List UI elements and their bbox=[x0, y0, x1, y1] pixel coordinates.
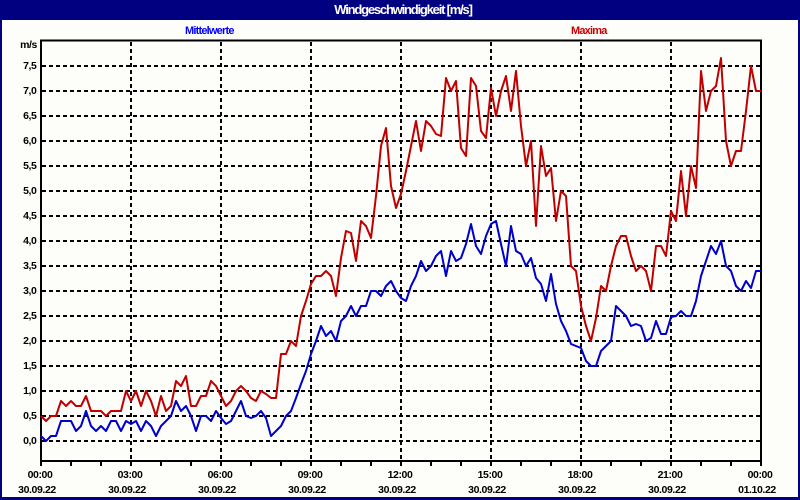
svg-text:5,0: 5,0 bbox=[23, 185, 37, 197]
svg-text:30.09.22: 30.09.22 bbox=[18, 484, 56, 496]
svg-text:7,0: 7,0 bbox=[23, 85, 37, 97]
svg-text:7,5: 7,5 bbox=[23, 60, 37, 72]
svg-text:30.09.22: 30.09.22 bbox=[288, 484, 326, 496]
svg-text:00:00: 00:00 bbox=[748, 469, 773, 481]
svg-text:30.09.22: 30.09.22 bbox=[648, 484, 686, 496]
svg-text:30.09.22: 30.09.22 bbox=[558, 484, 596, 496]
svg-text:1,5: 1,5 bbox=[23, 360, 37, 372]
svg-text:21:00: 21:00 bbox=[658, 469, 683, 481]
svg-text:15:00: 15:00 bbox=[478, 469, 503, 481]
svg-text:00:00: 00:00 bbox=[28, 469, 53, 481]
svg-text:06:00: 06:00 bbox=[208, 469, 233, 481]
svg-text:09:00: 09:00 bbox=[298, 469, 323, 481]
svg-text:0,0: 0,0 bbox=[23, 435, 37, 447]
svg-text:3,5: 3,5 bbox=[23, 260, 37, 272]
svg-text:18:00: 18:00 bbox=[568, 469, 593, 481]
svg-text:30.09.22: 30.09.22 bbox=[378, 484, 416, 496]
svg-text:2,0: 2,0 bbox=[23, 335, 37, 347]
svg-text:m/s: m/s bbox=[20, 39, 37, 51]
svg-text:4,0: 4,0 bbox=[23, 235, 37, 247]
svg-text:6,0: 6,0 bbox=[23, 135, 37, 147]
svg-text:2,5: 2,5 bbox=[23, 310, 37, 322]
svg-text:12:00: 12:00 bbox=[388, 469, 413, 481]
svg-text:3,0: 3,0 bbox=[23, 285, 37, 297]
svg-text:30.09.22: 30.09.22 bbox=[198, 484, 236, 496]
svg-text:1,0: 1,0 bbox=[23, 385, 37, 397]
svg-text:5,5: 5,5 bbox=[23, 160, 37, 172]
svg-text:0,5: 0,5 bbox=[23, 410, 37, 422]
svg-text:30.09.22: 30.09.22 bbox=[108, 484, 146, 496]
svg-text:6,5: 6,5 bbox=[23, 110, 37, 122]
svg-text:30.09.22: 30.09.22 bbox=[468, 484, 506, 496]
svg-text:01.10.22: 01.10.22 bbox=[738, 484, 776, 496]
svg-text:4,5: 4,5 bbox=[23, 210, 37, 222]
svg-text:03:00: 03:00 bbox=[118, 469, 143, 481]
